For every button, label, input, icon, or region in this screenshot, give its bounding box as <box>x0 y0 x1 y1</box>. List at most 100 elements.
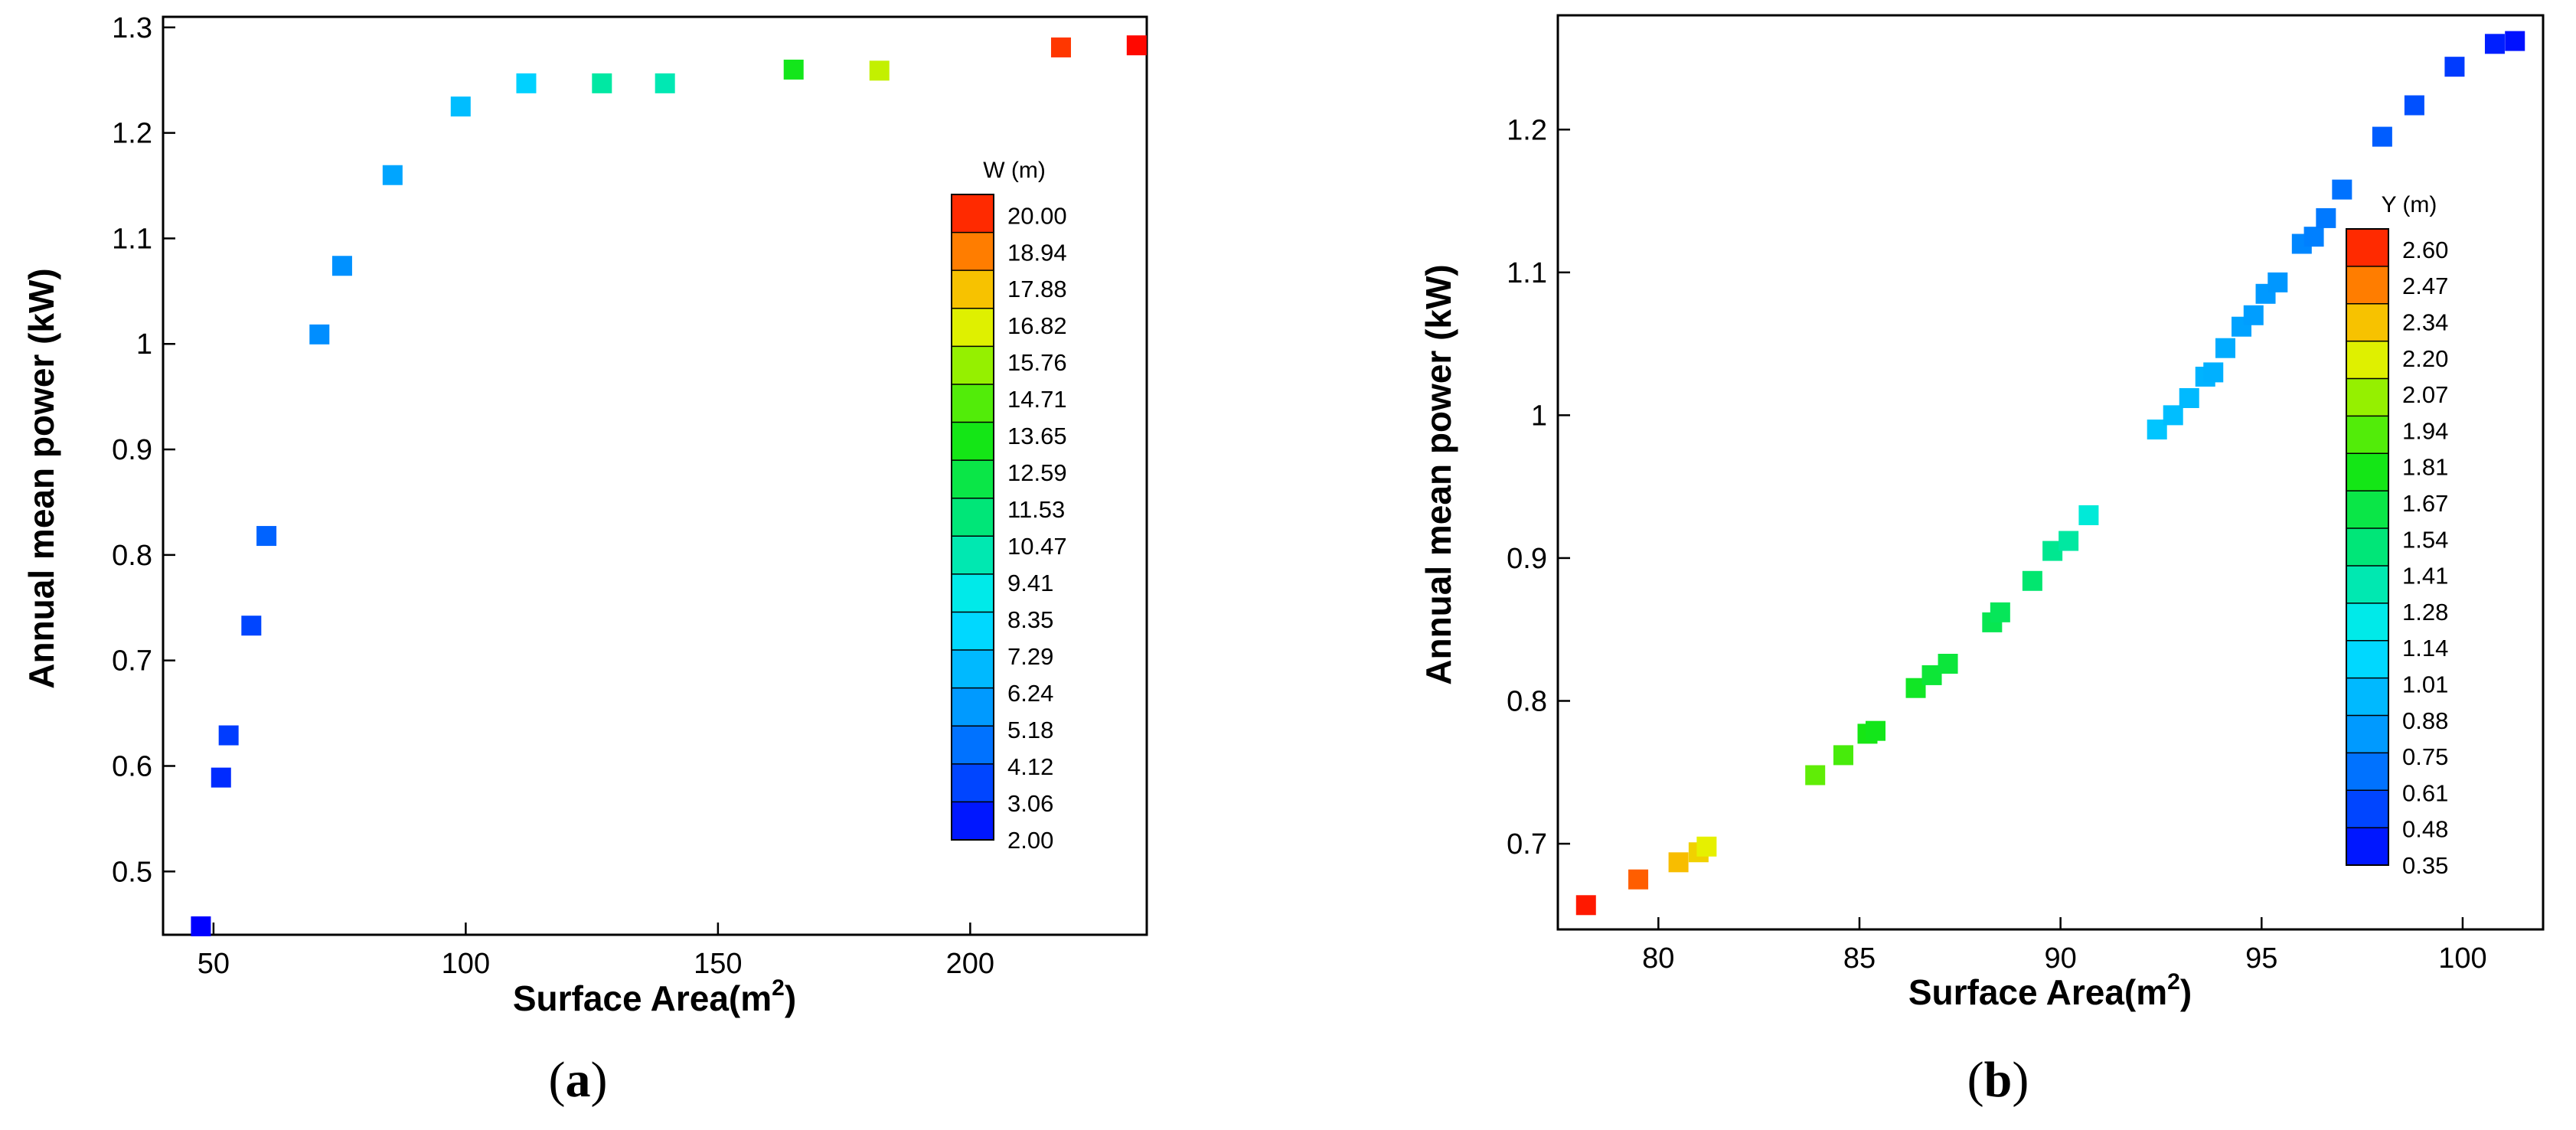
x-tick-label: 90 <box>2044 942 2076 975</box>
data-point <box>516 73 537 93</box>
y-tick-label: 0.8 <box>112 540 152 572</box>
colorbar-segment <box>2346 790 2388 828</box>
y-tick-label: 1.2 <box>112 118 152 150</box>
data-point <box>592 73 612 93</box>
colorbar-label: 1.54 <box>2402 526 2448 553</box>
data-point <box>2484 34 2505 54</box>
colorbar-label: 15.76 <box>1007 349 1067 376</box>
colorbar-segment <box>952 726 994 765</box>
data-point <box>1990 602 2010 622</box>
data-point <box>1126 35 1147 56</box>
colorbar-segment <box>2346 341 2388 380</box>
data-point <box>2163 405 2183 426</box>
colorbar-segment <box>2346 565 2388 604</box>
colorbar-segment <box>952 460 994 499</box>
data-point <box>2215 338 2236 358</box>
colorbar-label: 20.00 <box>1007 202 1067 229</box>
x-tick-label: 85 <box>1843 942 1876 975</box>
data-point <box>1865 720 1885 741</box>
colorbar-label: 0.35 <box>2402 852 2448 879</box>
colorbar-label: 6.24 <box>1007 680 1053 707</box>
data-point <box>241 616 262 636</box>
data-point <box>2444 57 2465 77</box>
colorbar-label: 4.12 <box>1007 753 1053 780</box>
data-point <box>2203 362 2224 383</box>
colorbar-title: W (m) <box>983 158 1046 183</box>
colorbar-label: 2.00 <box>1007 827 1053 854</box>
data-point <box>256 526 277 547</box>
colorbar-segment <box>952 498 994 537</box>
panel-a: 50 100 150 200 0.5 0.6 0.7 0.8 0.9 1 1.1 1.2 1.3 Annu… <box>21 12 1148 1108</box>
panel-label-close: ) <box>591 1052 608 1108</box>
colorbar-label: 0.88 <box>2402 707 2448 734</box>
colorbar-segment <box>2346 416 2388 454</box>
colorbar-label: 7.29 <box>1007 643 1053 670</box>
y-tick-label: 0.7 <box>1507 828 1547 861</box>
colorbar-segment <box>2346 491 2388 529</box>
colorbar-segment <box>2346 378 2388 416</box>
x-tick-label: 80 <box>1642 942 1674 975</box>
x-tick-label: 95 <box>2245 942 2277 975</box>
data-point <box>1696 836 1717 857</box>
colorbar-segment <box>2346 678 2388 716</box>
y-axis-title: Annual mean power (kW) <box>1419 264 1458 684</box>
colorbar-segment <box>952 687 994 727</box>
colorbar-segment <box>2346 528 2388 567</box>
colorbar-title: Y (m) <box>2382 192 2437 217</box>
x-axis-title-suffix: ) <box>785 978 796 1018</box>
x-tick-label: 100 <box>2438 942 2486 975</box>
colorbar-frame <box>951 194 994 841</box>
y-tick-label: 1 <box>1531 400 1547 432</box>
colorbar-label: 0.48 <box>2402 816 2448 843</box>
colorbar-segment <box>2346 603 2388 642</box>
colorbar-segment <box>952 346 994 385</box>
x-tick-label: 150 <box>694 948 742 980</box>
panel-label-open: ( <box>1967 1052 1984 1108</box>
x-axis-title-suffix: ) <box>2180 972 2192 1012</box>
colorbar-segment <box>2346 303 2388 342</box>
plot-frame <box>1556 14 2545 931</box>
panel-label-letter: a <box>566 1052 591 1108</box>
data-point <box>450 96 471 117</box>
colorbar-label: 2.34 <box>2402 309 2448 335</box>
colorbar-label: 0.61 <box>2402 779 2448 806</box>
y-tick-label: 0.7 <box>112 645 152 678</box>
data-point <box>2303 227 2324 247</box>
colorbar-segment <box>2346 266 2388 305</box>
panel-label-letter: b <box>1984 1052 2013 1108</box>
data-point <box>1050 37 1071 57</box>
colorbar-label: 3.06 <box>1007 790 1053 817</box>
colorbar-segment <box>952 308 994 347</box>
data-point <box>2267 272 2288 292</box>
plot-frame <box>162 15 1148 936</box>
data-point <box>1628 869 1649 890</box>
x-tick-label: 100 <box>442 948 490 980</box>
colorbar-label: 11.53 <box>1007 496 1065 523</box>
x-axis-title-main: Surface Area(m <box>1908 972 2167 1012</box>
data-point <box>2332 179 2352 200</box>
colorbar-frame <box>2346 228 2389 866</box>
data-point <box>1938 653 1958 674</box>
data-point <box>1805 765 1826 785</box>
colorbar-segment <box>2346 229 2388 267</box>
data-point <box>191 916 211 936</box>
data-point <box>783 59 804 80</box>
data-point <box>2505 31 2525 51</box>
colorbar-label: 2.60 <box>2402 237 2448 263</box>
y-tick-label: 0.6 <box>112 750 152 782</box>
colorbar-segment <box>952 232 994 271</box>
colorbar-segment <box>2346 828 2388 866</box>
x-axis-title-main: Surface Area(m <box>513 978 772 1018</box>
colorbar-label: 12.59 <box>1007 459 1067 486</box>
data-point <box>2372 126 2392 147</box>
colorbar-label: 1.81 <box>2402 454 2448 481</box>
data-point <box>655 73 675 93</box>
x-axis-title: Surface Area(m2) <box>1908 969 2192 1012</box>
colorbar-label: 1.67 <box>2402 490 2448 517</box>
data-point <box>2316 207 2336 228</box>
data-point <box>1668 852 1689 873</box>
colorbar-label: 2.07 <box>2402 381 2448 408</box>
panel-label: (a) <box>549 1052 608 1108</box>
data-point <box>382 165 403 185</box>
